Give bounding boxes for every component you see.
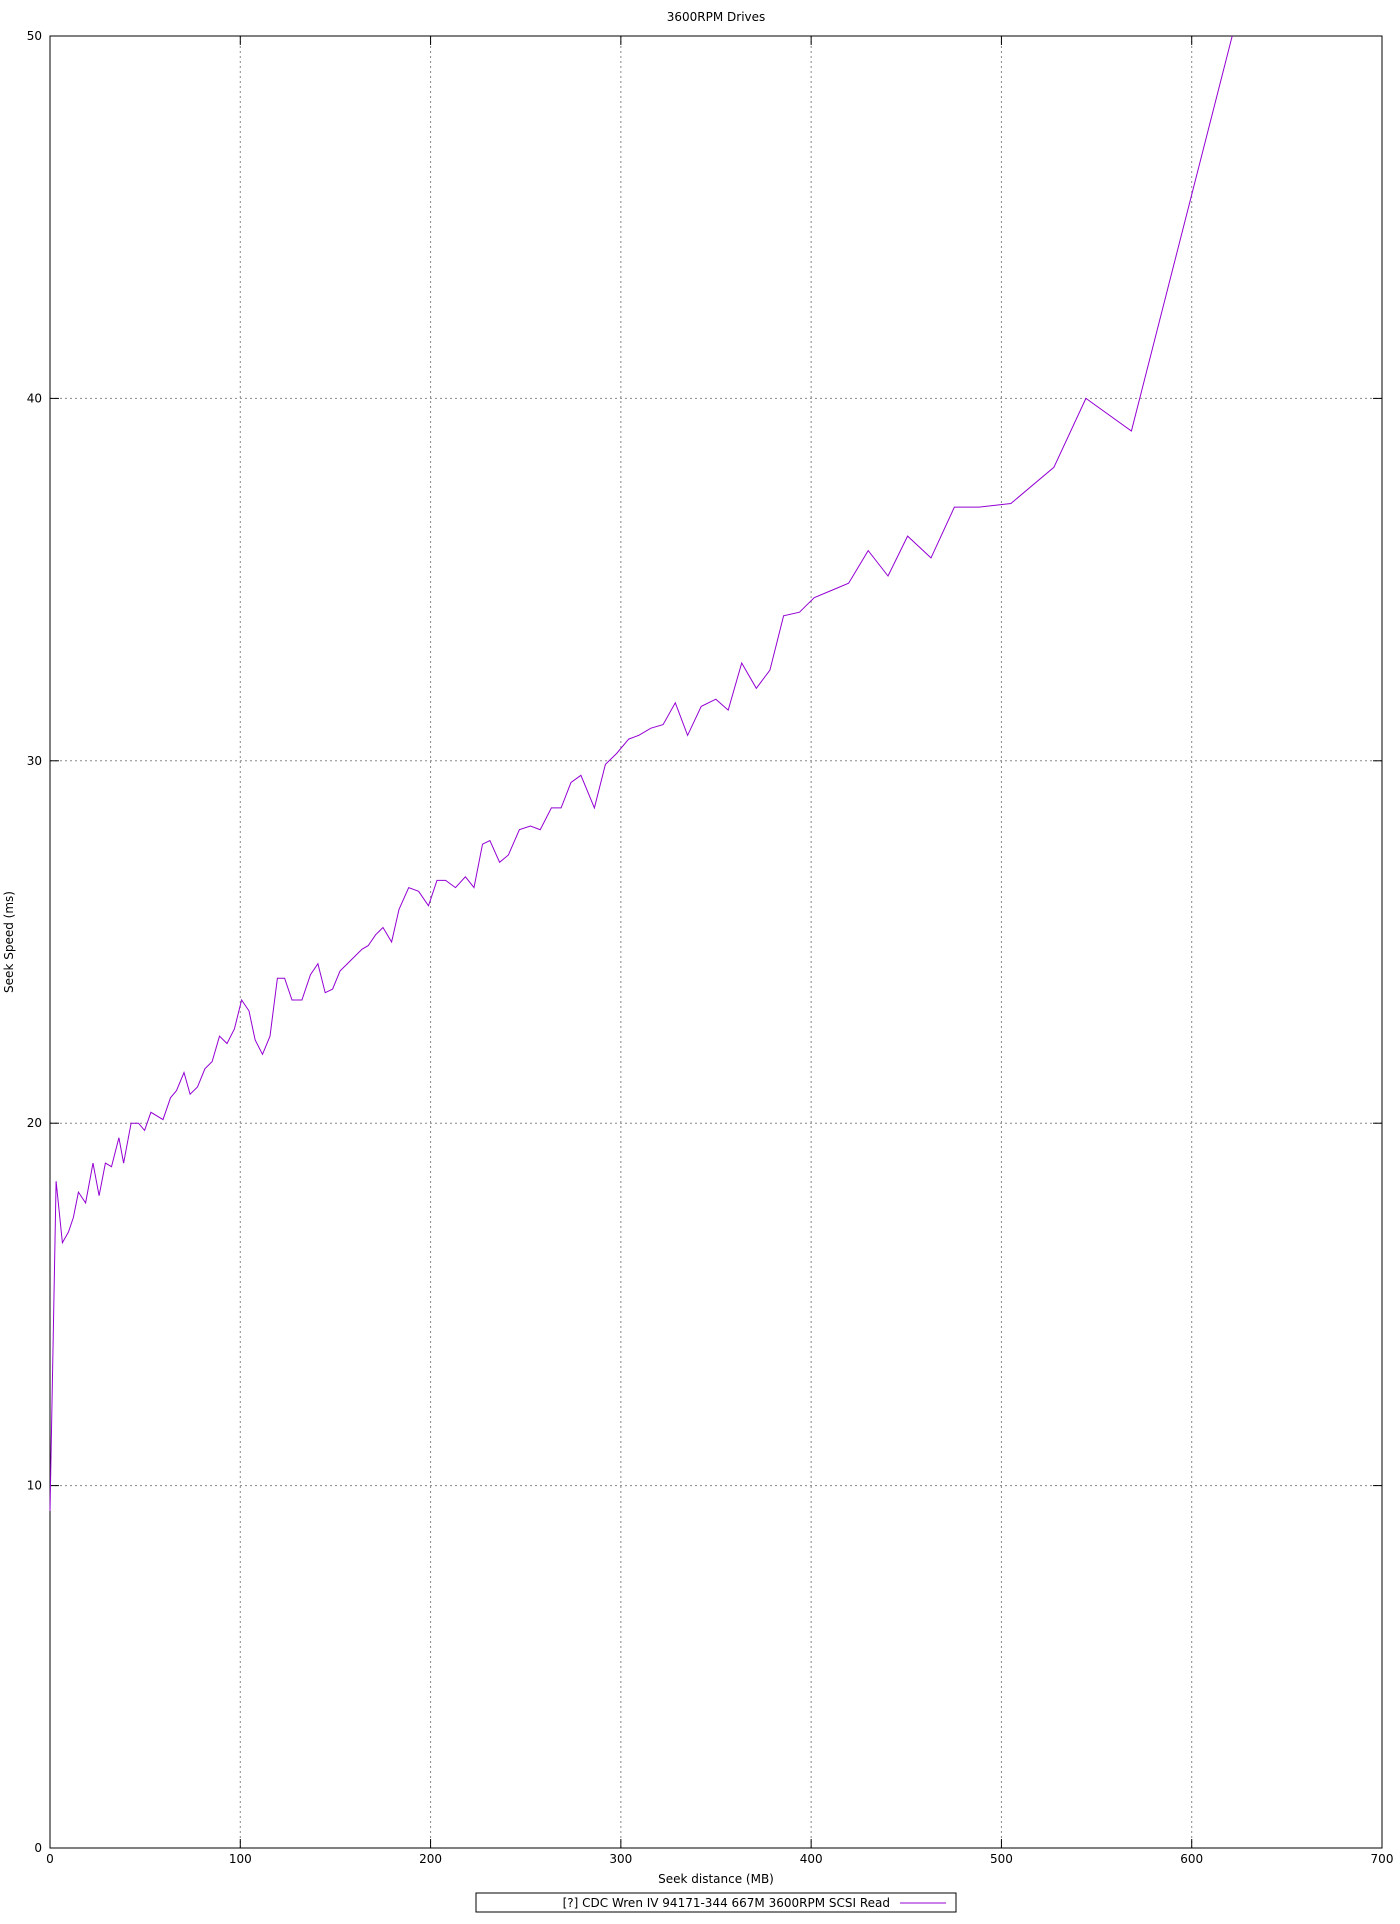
legend-label: [?] CDC Wren IV 94171-344 667M 3600RPM S… [563,1896,890,1910]
series-group [49,35,1233,1512]
y-tick-label: 30 [27,754,42,768]
x-tick-label: 700 [1371,1852,1394,1866]
x-tick-label: 500 [990,1852,1013,1866]
y-tick-label: 50 [27,29,42,43]
x-tick-label: 0 [46,1852,54,1866]
legend-box [475,1892,957,1913]
x-tick-label: 400 [800,1852,823,1866]
legend: [?] CDC Wren IV 94171-344 667M 3600RPM S… [475,1892,957,1913]
x-tick-label: 300 [609,1852,632,1866]
y-tick-label: 0 [34,1841,42,1855]
x-axis-label: Seek distance (MB) [658,1872,774,1886]
x-tick-label: 100 [229,1852,252,1866]
grid [50,36,1382,1848]
y-axis-label: Seek Speed (ms) [2,891,16,993]
ticks: 0 100 200 300 400 500 600 700 0 10 20 30 40 50 [27,29,1394,1866]
y-tick-label: 10 [27,1479,42,1493]
x-tick-label: 600 [1180,1852,1203,1866]
y-tick-label: 40 [27,391,42,405]
series-line [49,35,1233,1512]
plot-frame [49,35,1383,1849]
y-tick-label: 20 [27,1116,42,1130]
chart-title: 3600RPM Drives [667,10,766,24]
x-tick-label: 200 [419,1852,442,1866]
